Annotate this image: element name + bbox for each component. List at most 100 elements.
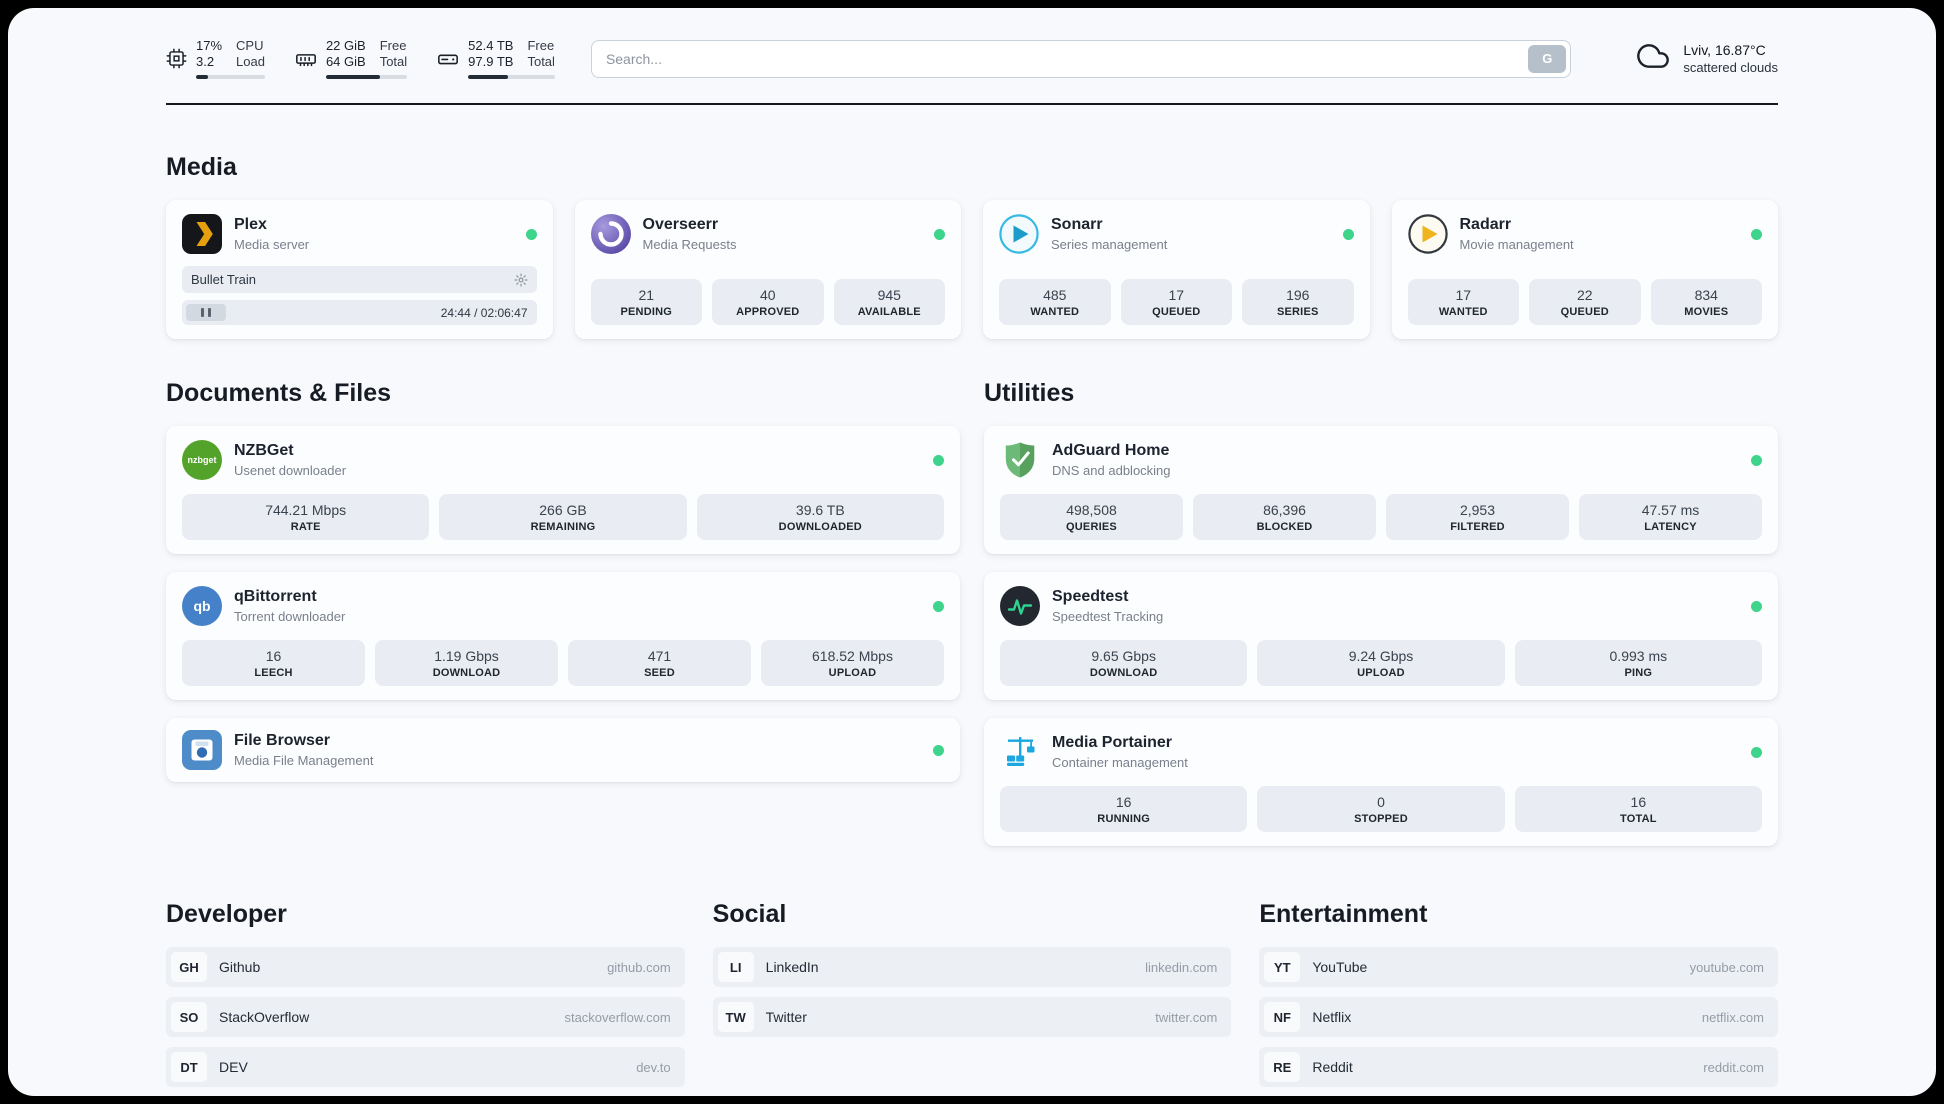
stat-box: 21 PENDING [590, 279, 702, 325]
stat-box: 2,953 FILTERED [1386, 494, 1569, 540]
bookmark-linkedin[interactable]: LI LinkedIn linkedin.com [712, 947, 1232, 987]
bookmark-youtube[interactable]: YT YouTube youtube.com [1259, 947, 1778, 987]
app-card-radarr[interactable]: Radarr Movie management 17 WANTED 22 QUE… [1391, 200, 1778, 339]
radarr-icon [1407, 214, 1448, 254]
stat-box: 16 LEECH [182, 640, 365, 686]
app-card-filebrowser[interactable]: File Browser Media File Management [166, 718, 960, 782]
storage-progress-bar [468, 75, 555, 79]
storage-labels: Free Total [527, 38, 555, 69]
app-card-speedtest[interactable]: Speedtest Speedtest Tracking 9.65 Gbps D… [984, 572, 1778, 700]
app-name: Overseerr [642, 216, 719, 233]
stat-box: 9.65 Gbps DOWNLOAD [1000, 640, 1248, 686]
app-subtitle: Usenet downloader [234, 463, 347, 478]
bookmark-abbr: TW [717, 1002, 754, 1032]
stat-box: 17 WANTED [1407, 279, 1519, 325]
system-stats: 17% 3.2 CPU Load [166, 38, 555, 79]
status-dot [933, 454, 944, 466]
search-input[interactable] [590, 39, 1572, 78]
storage-usage-widget: 52.4 TB 97.9 TB Free Total [437, 38, 555, 79]
stat-box: 471 SEED [568, 640, 751, 686]
app-name: Speedtest [1052, 588, 1129, 605]
app-name: File Browser [234, 732, 331, 749]
bookmark-abbr: RE [1264, 1052, 1301, 1082]
app-subtitle: Media server [234, 237, 310, 252]
stat-box: 17 QUEUED [1120, 279, 1232, 325]
cloud-icon [1633, 40, 1673, 77]
memory-progress-bar [325, 75, 408, 79]
entertainment-section: Entertainment YT YouTube youtube.com NF … [1259, 900, 1778, 1096]
bookmark-abbr: YT [1264, 952, 1301, 982]
stat-box: 485 WANTED [999, 279, 1111, 325]
weather-widget: Lviv, 16.87°C scattered clouds [1633, 40, 1778, 77]
bookmark-stackoverflow[interactable]: SO StackOverflow stackoverflow.com [166, 997, 685, 1037]
bookmark-dev[interactable]: DT DEV dev.to [166, 1047, 685, 1087]
memory-icon [295, 48, 317, 70]
stat-box: 39.6 TB DOWNLOADED [696, 494, 944, 540]
app-card-plex[interactable]: Plex Media server Bullet Train 24:44 / 0… [166, 200, 553, 339]
stat-box: 40 APPROVED [712, 279, 824, 325]
app-card-nzbget[interactable]: nzbget NZBGet Usenet downloader 744.21 M… [166, 426, 960, 554]
stat-box: 16 RUNNING [1000, 786, 1248, 832]
storage-free: 52.4 TB [468, 38, 514, 53]
app-name: Sonarr [1051, 216, 1103, 233]
status-dot [1751, 228, 1762, 240]
app-subtitle: Movie management [1459, 237, 1574, 252]
app-name: Plex [234, 216, 267, 233]
app-subtitle: Series management [1051, 237, 1168, 252]
nzbget-icon: nzbget [182, 440, 222, 480]
stat-box: 618.52 Mbps UPLOAD [761, 640, 944, 686]
bookmark-twitter[interactable]: TW Twitter twitter.com [712, 997, 1232, 1037]
memory-usage-widget: 22 GiB 64 GiB Free Total [295, 38, 408, 79]
bookmark-reddit[interactable]: RE Reddit reddit.com [1259, 1047, 1778, 1087]
status-dot [933, 744, 944, 756]
sonarr-icon [999, 214, 1039, 254]
app-name: NZBGet [234, 442, 294, 459]
app-subtitle: Container management [1052, 755, 1188, 770]
bookmark-netflix[interactable]: NF Netflix netflix.com [1259, 997, 1778, 1037]
gear-icon[interactable] [513, 272, 528, 287]
search-engine-button[interactable]: G [1528, 44, 1567, 73]
media-section: Media Plex Media server Bullet Train [166, 153, 1778, 339]
cpu-labels: CPU Load [236, 38, 265, 69]
media-section-title: Media [166, 153, 237, 181]
utilities-section: Utilities AdGuard Home DNS and adblockin… [984, 379, 1778, 846]
pause-button[interactable] [186, 304, 226, 321]
app-name: Radarr [1459, 216, 1512, 233]
stat-box: 0.993 ms PING [1514, 640, 1762, 686]
search-bar: G [590, 39, 1572, 78]
stat-box: 0 STOPPED [1257, 786, 1505, 832]
stat-box: 16 TOTAL [1514, 786, 1762, 832]
app-card-overseerr[interactable]: Overseerr Media Requests 21 PENDING 40 A… [574, 200, 961, 339]
status-dot [525, 228, 537, 240]
cpu-values: 17% 3.2 [196, 38, 222, 70]
social-section: Social LI LinkedIn linkedin.com TW Twitt… [712, 900, 1232, 1047]
speedtest-icon [1000, 586, 1040, 626]
app-name: qBittorrent [234, 588, 317, 605]
stat-box: 9.24 Gbps UPLOAD [1257, 640, 1505, 686]
app-subtitle: Torrent downloader [234, 609, 346, 624]
bookmark-abbr: NF [1264, 1002, 1301, 1032]
weather-condition: scattered clouds [1683, 60, 1778, 75]
status-dot [1751, 746, 1762, 758]
status-dot [1342, 228, 1354, 240]
overseerr-icon [590, 214, 631, 254]
app-card-qbittorrent[interactable]: qb qBittorrent Torrent downloader 16 LEE… [166, 572, 960, 700]
app-card-sonarr[interactable]: Sonarr Series management 485 WANTED 17 Q… [983, 200, 1370, 339]
app-subtitle: Speedtest Tracking [1052, 609, 1164, 624]
developer-section: Developer GH Github github.com SO StackO… [166, 900, 685, 1096]
app-card-adguard[interactable]: AdGuard Home DNS and adblocking 498,508 … [984, 426, 1778, 554]
filebrowser-icon [182, 730, 222, 770]
app-subtitle: Media File Management [234, 753, 374, 768]
app-card-portainer[interactable]: Media Portainer Container management 16 … [984, 718, 1778, 846]
storage-values: 52.4 TB 97.9 TB [468, 38, 513, 70]
adguard-icon [1000, 440, 1040, 480]
header-divider [166, 103, 1778, 105]
stat-box: 196 SERIES [1242, 279, 1354, 325]
top-bar: 17% 3.2 CPU Load [166, 38, 1778, 79]
developer-section-title: Developer [166, 900, 287, 928]
plex-player-bar: 24:44 / 02:06:47 [182, 300, 537, 325]
bookmark-github[interactable]: GH Github github.com [166, 947, 685, 987]
playback-time: 24:44 / 02:06:47 [440, 305, 528, 320]
storage-total: 97.9 TB [468, 54, 514, 69]
cpu-percent: 17% [196, 38, 223, 53]
